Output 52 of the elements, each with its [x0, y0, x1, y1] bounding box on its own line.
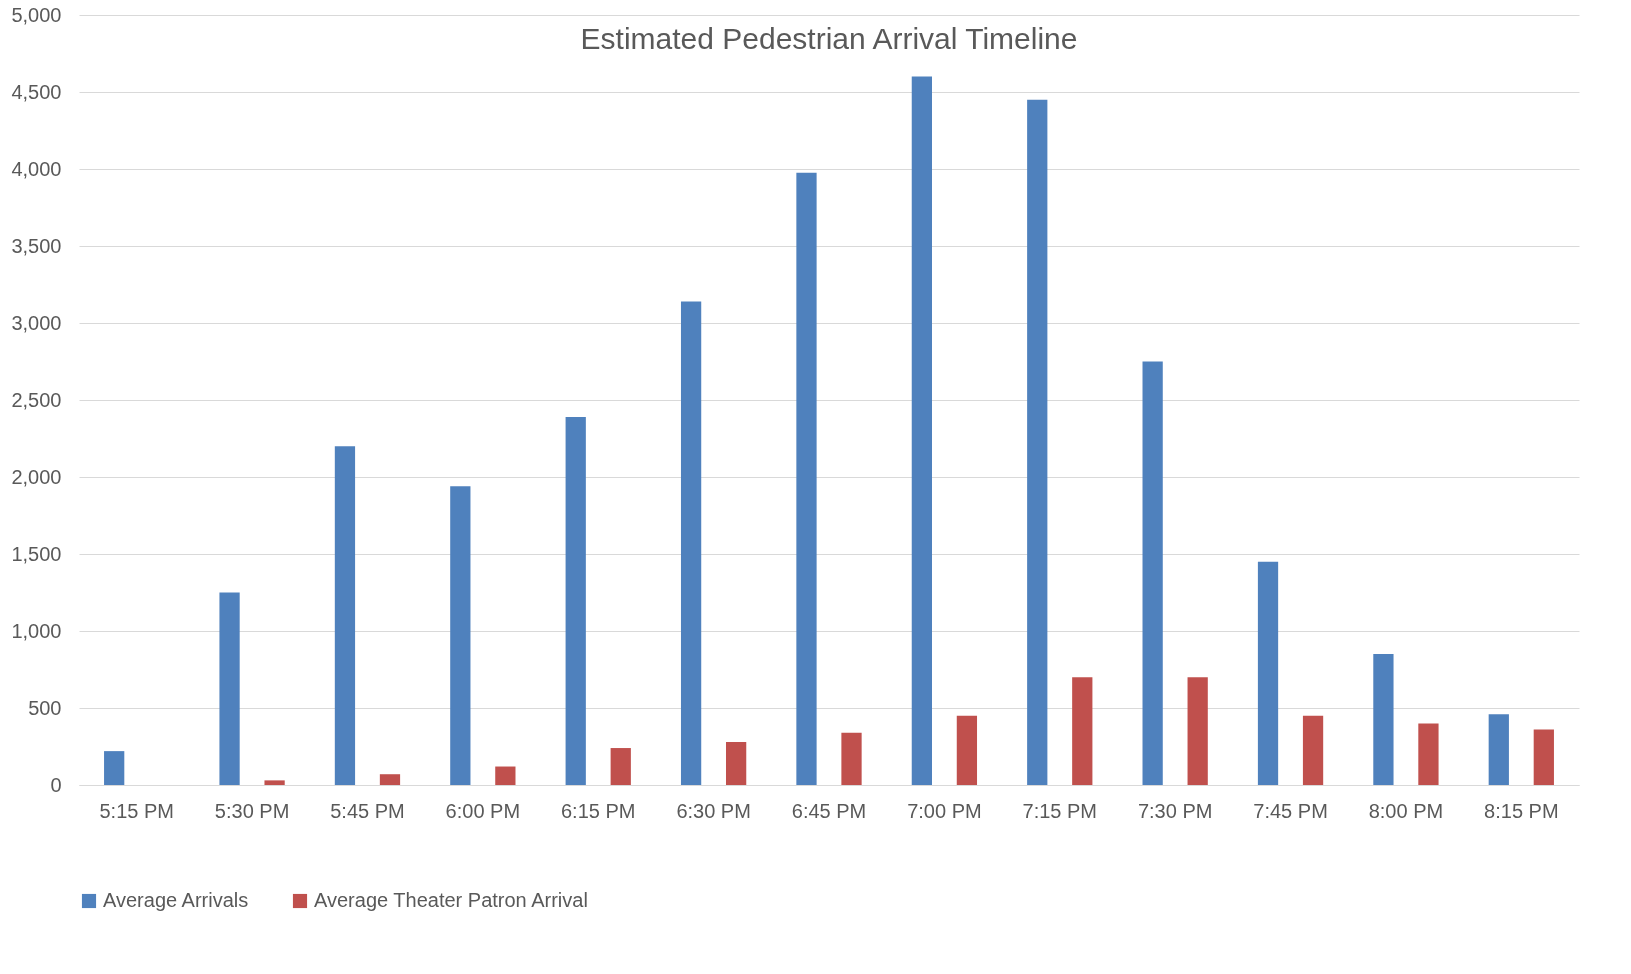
- x-tick-label: 6:30 PM: [676, 799, 751, 822]
- bar: [495, 766, 516, 785]
- x-tick-label: 7:00 PM: [907, 799, 982, 822]
- bar: [565, 416, 586, 785]
- bar: [680, 301, 702, 785]
- bar: [1488, 714, 1509, 785]
- y-tick-label: 0: [50, 773, 62, 796]
- bar: [1142, 361, 1163, 785]
- bar: [104, 751, 125, 785]
- bar: [450, 486, 471, 785]
- bar: [1257, 561, 1279, 785]
- bar: [379, 774, 401, 785]
- y-tick-label: 1,500: [11, 542, 62, 565]
- bar: [334, 446, 356, 785]
- x-tick-label: 7:45 PM: [1253, 799, 1328, 822]
- bar: [796, 172, 817, 785]
- bar: [1027, 99, 1048, 785]
- bar: [841, 732, 862, 785]
- bar: [911, 76, 932, 785]
- x-tick-label: 7:15 PM: [1022, 799, 1098, 822]
- bar: [1373, 654, 1394, 785]
- x-tick-label: 8:00 PM: [1368, 799, 1444, 822]
- bar: [1418, 723, 1439, 785]
- bar: [1187, 677, 1208, 785]
- y-tick-label: 2,500: [11, 388, 62, 411]
- x-tick-label: 5:45 PM: [330, 799, 405, 822]
- bar: [956, 715, 978, 785]
- bar: [264, 780, 285, 785]
- y-tick-label: 3,000: [11, 311, 62, 334]
- x-tick-label: 6:15 PM: [560, 799, 636, 822]
- y-tick-label: 2,000: [11, 465, 62, 488]
- bar: [1302, 715, 1324, 785]
- legend-label: Average Arrivals: [103, 889, 249, 911]
- y-tick-label: 5,000: [11, 3, 62, 26]
- x-tick-label: 5:30 PM: [214, 799, 290, 822]
- bar: [219, 592, 240, 785]
- x-tick-label: 7:30 PM: [1137, 799, 1213, 822]
- legend-label: Average Theater Patron Arrival: [314, 889, 588, 911]
- bar: [1533, 729, 1554, 785]
- bar: [610, 748, 631, 785]
- x-tick-label: 5:15 PM: [99, 799, 174, 822]
- chart-title: Estimated Pedestrian Arrival Timeline: [580, 22, 1078, 55]
- x-tick-label: 6:00 PM: [445, 799, 521, 822]
- y-tick-label: 3,500: [11, 234, 62, 257]
- x-tick-label: 6:45 PM: [791, 799, 867, 822]
- bar: [726, 741, 747, 785]
- y-tick-label: 4,000: [11, 157, 62, 180]
- y-tick-label: 500: [28, 696, 62, 719]
- x-tick-label: 8:15 PM: [1484, 799, 1559, 822]
- y-tick-label: 1,000: [11, 619, 62, 642]
- y-tick-label: 4,500: [11, 80, 62, 103]
- bar: [1072, 677, 1093, 785]
